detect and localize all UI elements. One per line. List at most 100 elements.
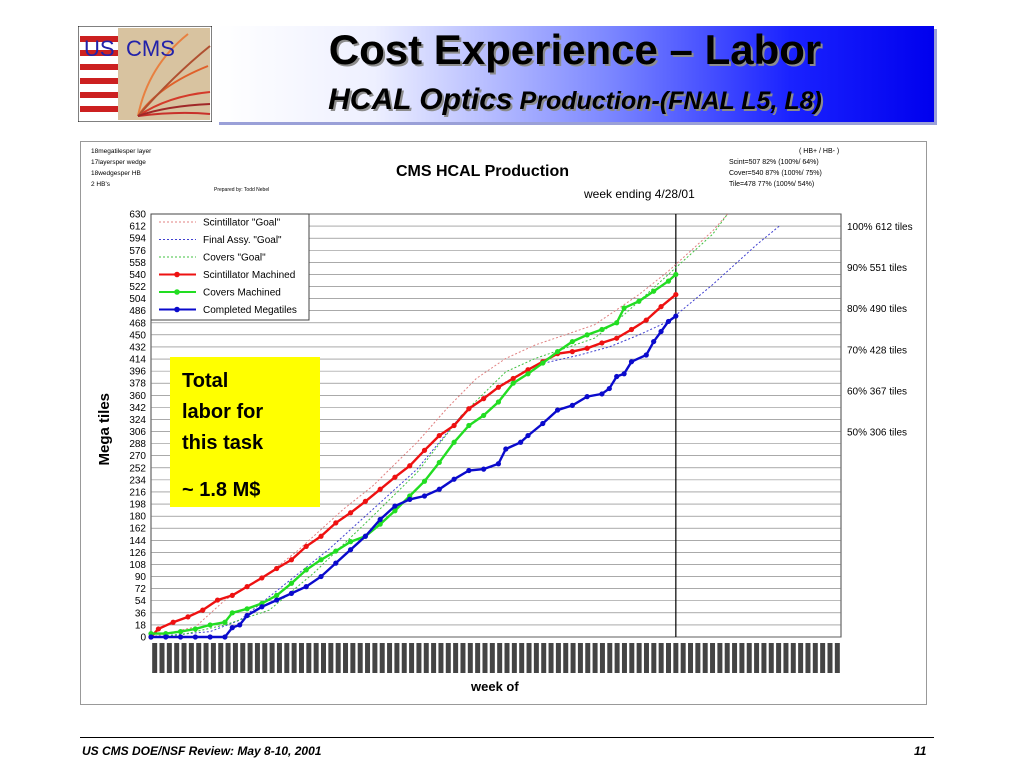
x-tick-mark bbox=[313, 643, 319, 673]
series-point bbox=[628, 359, 635, 365]
series-point bbox=[599, 326, 605, 333]
y-tick-label: 504 bbox=[129, 294, 146, 305]
x-tick-mark bbox=[658, 643, 664, 673]
series-point bbox=[192, 634, 198, 640]
x-tick-mark bbox=[394, 643, 400, 673]
callout-box bbox=[170, 357, 320, 507]
series-point bbox=[665, 278, 672, 284]
series-point bbox=[259, 575, 265, 581]
logo-us-text: US bbox=[84, 36, 115, 61]
x-tick-label bbox=[284, 643, 290, 673]
x-tick-label bbox=[298, 643, 304, 673]
x-tick-mark bbox=[607, 643, 613, 673]
x-tick-label bbox=[489, 643, 495, 673]
series-point bbox=[584, 394, 590, 400]
x-tick-label bbox=[636, 643, 642, 673]
x-tick-label bbox=[519, 643, 525, 673]
y-tick-label: 594 bbox=[129, 234, 146, 245]
x-tick-mark bbox=[629, 643, 635, 673]
series-point bbox=[288, 557, 295, 563]
series-point bbox=[525, 371, 531, 377]
y-tick-label: 360 bbox=[129, 391, 146, 402]
series-point bbox=[222, 634, 228, 640]
series-point bbox=[229, 592, 235, 598]
series-point bbox=[466, 422, 472, 429]
footer-rule bbox=[80, 737, 934, 738]
series-point bbox=[237, 622, 243, 628]
y-tick-label: 108 bbox=[129, 560, 146, 571]
y-tick-label: 486 bbox=[129, 306, 146, 317]
note-left: 17layersper wedge bbox=[91, 159, 146, 166]
x-tick-label bbox=[614, 643, 620, 673]
x-tick-mark bbox=[328, 643, 334, 673]
x-tick-mark bbox=[181, 643, 187, 673]
series-point bbox=[651, 338, 657, 345]
x-tick-mark bbox=[467, 643, 473, 673]
x-tick-labels bbox=[152, 643, 840, 673]
x-tick-label bbox=[335, 643, 341, 673]
x-tick-label bbox=[467, 643, 473, 673]
notes-top-left: 18megatilesper layer 17layersper wedge 18w… bbox=[91, 148, 152, 188]
series-point bbox=[274, 592, 280, 598]
x-tick-label bbox=[680, 643, 686, 673]
x-tick-label bbox=[526, 643, 532, 673]
series-point bbox=[214, 597, 221, 603]
title-banner bbox=[216, 26, 934, 122]
x-tick-mark bbox=[533, 643, 539, 673]
x-tick-label bbox=[834, 643, 840, 673]
note-right: Scint=507 82% (100%/ 64%) bbox=[729, 159, 819, 166]
x-tick-mark bbox=[416, 643, 422, 673]
x-tick-mark bbox=[695, 643, 701, 673]
x-tick-label bbox=[761, 643, 767, 673]
series-point bbox=[185, 614, 191, 620]
x-tick-mark bbox=[702, 643, 708, 673]
x-tick-label bbox=[651, 643, 657, 673]
x-tick-mark bbox=[746, 643, 752, 673]
x-tick-mark bbox=[453, 643, 459, 673]
x-tick-mark bbox=[504, 643, 510, 673]
x-tick-mark bbox=[306, 643, 312, 673]
prepared-by: Prepared by: Todd Nebel bbox=[214, 187, 269, 193]
x-tick-mark bbox=[475, 643, 481, 673]
x-tick-mark bbox=[460, 643, 466, 673]
x-tick-mark bbox=[820, 643, 826, 673]
x-tick-label bbox=[570, 643, 576, 673]
x-tick-label bbox=[357, 643, 363, 673]
x-tick-label bbox=[746, 643, 752, 673]
x-tick-label bbox=[577, 643, 583, 673]
y-tick-label: 180 bbox=[129, 512, 146, 523]
x-tick-mark bbox=[254, 643, 260, 673]
note-left: 2 HB's bbox=[91, 181, 111, 188]
series-point bbox=[436, 459, 442, 466]
x-tick-label bbox=[365, 643, 371, 673]
x-tick-mark bbox=[497, 643, 503, 673]
series-point bbox=[569, 402, 575, 408]
series-point bbox=[347, 510, 354, 516]
y-tick-label: 162 bbox=[129, 524, 146, 535]
x-tick-label bbox=[291, 643, 297, 673]
x-tick-label bbox=[599, 643, 605, 673]
series-point bbox=[392, 508, 398, 514]
x-tick-label bbox=[732, 643, 738, 673]
x-tick-mark bbox=[335, 643, 341, 673]
series-point bbox=[525, 432, 531, 439]
y-tick-label: 450 bbox=[129, 330, 146, 341]
series-point bbox=[599, 391, 605, 397]
x-tick-label bbox=[629, 643, 635, 673]
series-point bbox=[436, 486, 442, 492]
x-tick-mark bbox=[357, 643, 363, 673]
series-point bbox=[451, 476, 457, 482]
legend-box bbox=[150, 213, 310, 321]
x-tick-mark bbox=[511, 643, 517, 673]
legend-label: Covers "Goal" bbox=[203, 253, 266, 264]
x-tick-mark bbox=[680, 643, 686, 673]
series-point bbox=[665, 318, 672, 325]
x-tick-mark bbox=[519, 643, 525, 673]
x-tick-mark bbox=[783, 643, 789, 673]
y-tick-label: 414 bbox=[129, 355, 146, 366]
series-point bbox=[658, 304, 664, 310]
note-right: Cover=540 87% (100%/ 75%) bbox=[729, 170, 822, 177]
x-tick-mark bbox=[754, 643, 760, 673]
y-tick-label: 54 bbox=[135, 596, 147, 607]
